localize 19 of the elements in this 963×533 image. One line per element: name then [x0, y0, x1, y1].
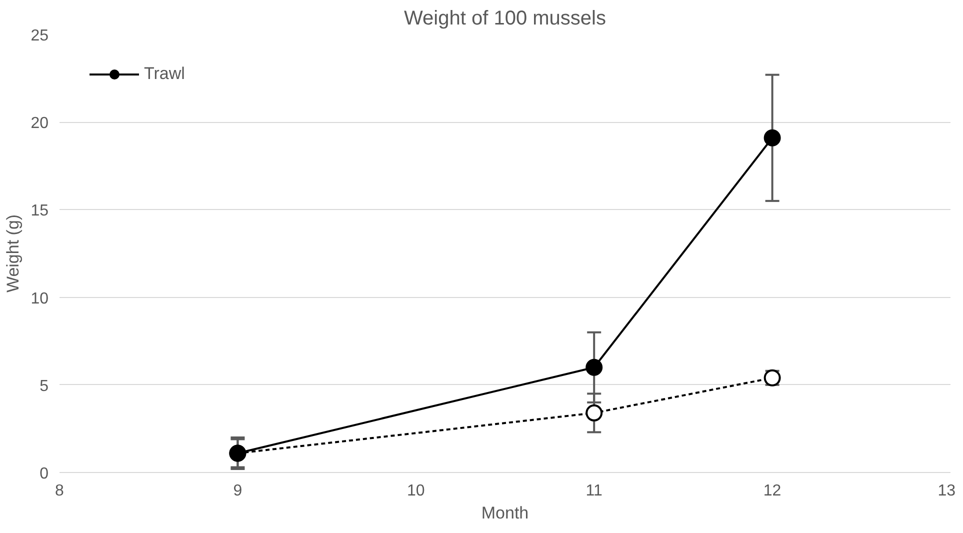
- x-tick-label: 8: [55, 482, 64, 500]
- y-tick-label: 25: [30, 28, 49, 44]
- chart-title: Weight of 100 mussels: [404, 8, 606, 30]
- y-tick-label: 20: [30, 115, 49, 132]
- point: [586, 358, 603, 376]
- x-axis-title: Month: [481, 504, 529, 522]
- point: [764, 129, 781, 146]
- x-tick-label: 13: [938, 482, 956, 500]
- x-tick-label: 11: [586, 482, 603, 500]
- y-axis-title: Weight (g): [4, 214, 23, 293]
- y-tick-label: 10: [30, 290, 49, 308]
- y-tick-label: 15: [30, 202, 49, 220]
- x-tick-label: 9: [233, 482, 242, 500]
- x-tick-label: 12: [763, 482, 782, 500]
- point: [586, 404, 603, 422]
- y-tick-label: 5: [40, 378, 49, 395]
- legend-label: Trawl: [144, 64, 185, 84]
- y-tick-label: 0: [40, 466, 49, 482]
- x-tick-label: 10: [407, 482, 425, 500]
